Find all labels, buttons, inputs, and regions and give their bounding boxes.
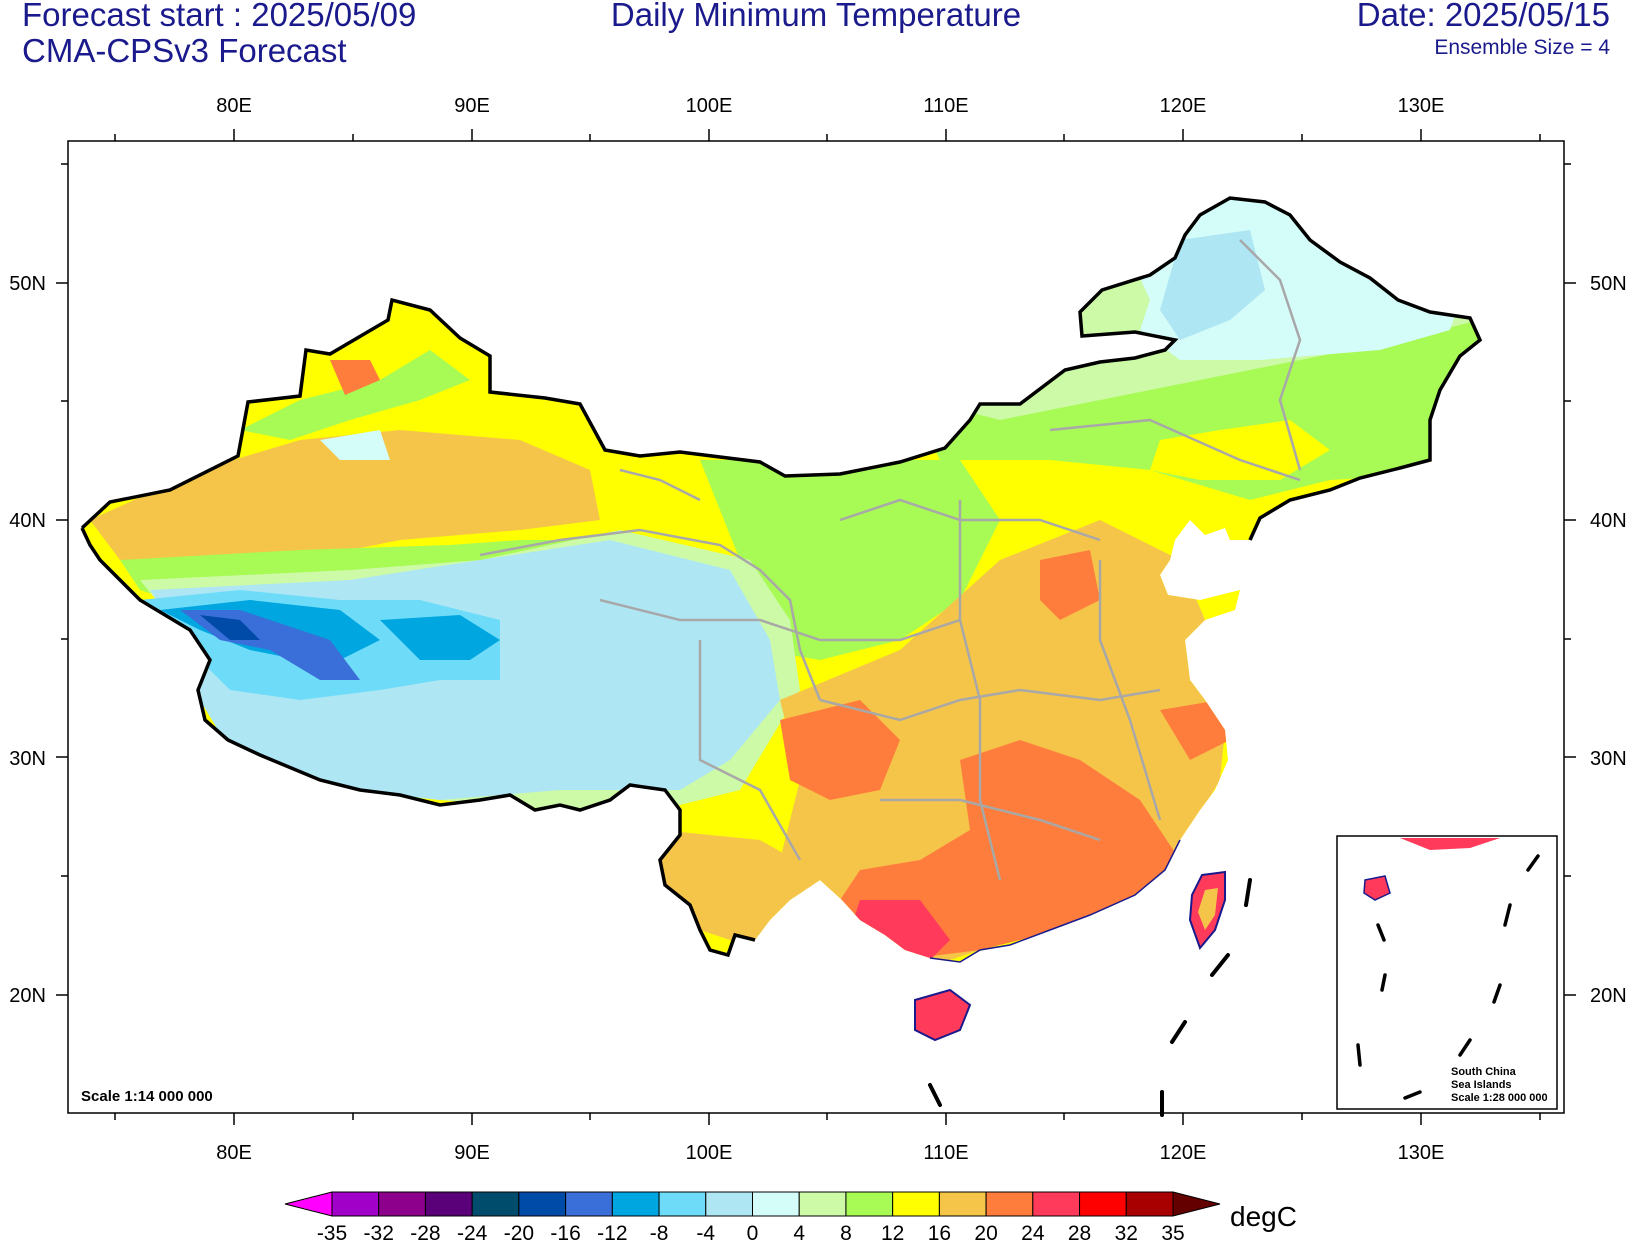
colorbar-tick-label: 28 (1068, 1222, 1091, 1241)
lat-label-right-20n: 20N (1590, 985, 1627, 1007)
lat-label-left-20n: 20N (9, 985, 46, 1007)
national-border (80, 196, 1483, 541)
colorbar-tick-label: 24 (1021, 1222, 1045, 1241)
lon-label-bottom-120e: 120E (1160, 1142, 1207, 1164)
lon-label-top-80e: 80E (216, 95, 252, 117)
lon-label-top-100e: 100E (686, 95, 733, 117)
lat-label-left-40n: 40N (9, 510, 46, 532)
colorbar-tick-label: 32 (1115, 1222, 1138, 1241)
colorbar-tick-label: 12 (881, 1222, 904, 1241)
colorbar-swatch (471, 1191, 520, 1217)
colorbar-tick-label: -12 (597, 1222, 627, 1241)
inset-label-line2: Sea Islands (1451, 1079, 1512, 1091)
national-border-southwest (80, 527, 756, 958)
lon-label-top-110e: 110E (923, 95, 968, 117)
inset-label-line3: Scale 1:28 000 000 (1451, 1092, 1548, 1104)
colorbar-swatch (938, 1191, 987, 1217)
coastline (929, 839, 1181, 963)
colorbar-swatch (611, 1191, 660, 1217)
colorbar-tick-label: -20 (504, 1222, 534, 1241)
colorbar-tick-label: -8 (650, 1222, 669, 1241)
colorbar-tick-label: 8 (840, 1222, 852, 1241)
colorbar-swatch (705, 1191, 753, 1217)
colorbar-unit-label: degC (1230, 1201, 1297, 1232)
colorbar-swatch (424, 1191, 473, 1217)
colorbar-tick-label: -32 (364, 1222, 394, 1241)
lon-label-top-130e: 130E (1398, 95, 1445, 117)
south-china-sea-inset: South China Sea Islands Scale 1:28 000 0… (1336, 835, 1558, 1110)
colorbar-swatch (845, 1191, 894, 1217)
colorbar-swatch (985, 1191, 1034, 1217)
axis-ticks (56, 129, 1576, 1125)
lon-label-top-120e: 120E (1160, 95, 1207, 117)
lon-label-top-90e: 90E (454, 95, 490, 117)
colorbar-swatch (892, 1191, 940, 1217)
dash-line (928, 878, 1252, 1117)
lon-label-bottom-100e: 100E (686, 1142, 733, 1164)
lon-label-bottom-110e: 110E (923, 1142, 968, 1164)
colorbar-swatch (331, 1191, 380, 1217)
colorbar-tick-label: -35 (317, 1222, 347, 1241)
colorbar-tick-label: -28 (410, 1222, 440, 1241)
lon-label-bottom-130e: 130E (1398, 1142, 1445, 1164)
ensemble-size-label: Ensemble Size = 4 (1434, 36, 1610, 59)
lat-label-right-40n: 40N (1590, 510, 1627, 532)
inset-label-line1: South China (1451, 1066, 1517, 1078)
colorbar-swatch (752, 1191, 800, 1217)
map-scale-label: Scale 1:14 000 000 (81, 1088, 213, 1105)
colorbar-swatch (658, 1191, 707, 1217)
colorbar-swatch (518, 1191, 567, 1217)
forecast-start-label: Forecast start : 2025/05/09 (22, 0, 417, 33)
colorbar-tick-label: 20 (974, 1222, 997, 1241)
colorbar-tick-label: 0 (747, 1222, 759, 1241)
colorbar: -35 -32 -28 -24 -20 -16 -12 -8 -4 0 4 8 12 16 20 24 28 32… (284, 1191, 1221, 1241)
colorbar-max-triangle (1172, 1191, 1221, 1217)
lat-label-right-30n: 30N (1590, 748, 1627, 770)
lat-label-left-50n: 50N (9, 273, 46, 295)
lat-label-left-30n: 30N (9, 748, 46, 770)
colorbar-tick-label: -4 (696, 1222, 715, 1241)
province-borders (479, 239, 1302, 881)
colorbar-tick-label: 4 (793, 1222, 805, 1241)
colorbar-tick-label: 16 (928, 1222, 951, 1241)
colorbar-min-triangle (284, 1191, 333, 1217)
colorbar-swatch (1125, 1191, 1174, 1217)
colorbar-swatch (798, 1191, 847, 1217)
hainan-island (914, 988, 972, 1042)
colorbar-tick-label: -16 (550, 1222, 580, 1241)
map-title: Daily Minimum Temperature (610, 0, 1022, 33)
colorbar-swatch (565, 1191, 613, 1217)
colorbar-swatch (378, 1191, 426, 1217)
lon-label-bottom-80e: 80E (216, 1142, 252, 1164)
colorbar-swatch (1079, 1191, 1127, 1217)
colorbar-tick-label: -24 (457, 1222, 488, 1241)
colorbar-tick-label: 35 (1161, 1222, 1184, 1241)
model-label: CMA-CPSv3 Forecast (22, 32, 347, 69)
forecast-date-label: Date: 2025/05/15 (1356, 0, 1610, 33)
colorbar-swatch (1032, 1191, 1081, 1217)
lon-label-bottom-90e: 90E (454, 1142, 490, 1164)
lat-label-right-50n: 50N (1590, 273, 1627, 295)
